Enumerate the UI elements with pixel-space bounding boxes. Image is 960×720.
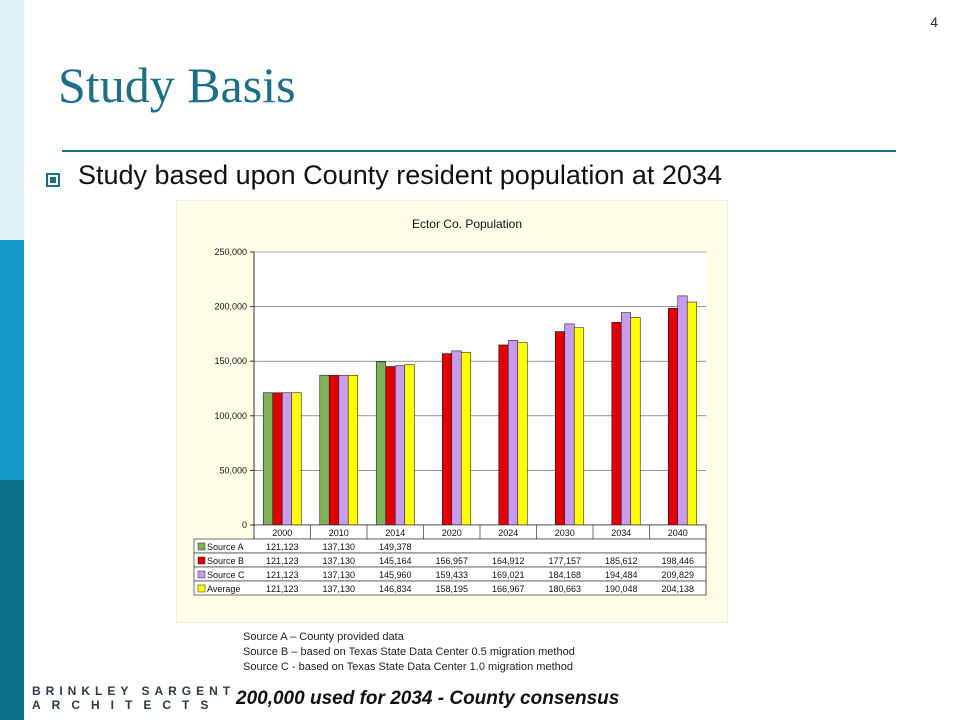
table-value: 137,130 xyxy=(322,556,355,566)
bar-source-c xyxy=(281,392,293,526)
table-value: 190,048 xyxy=(605,584,638,594)
table-value: 194,484 xyxy=(605,570,638,580)
legend-entry: Source A xyxy=(207,542,244,552)
table-value: 209,829 xyxy=(661,570,694,580)
accent-stripe-bottom xyxy=(0,480,24,720)
bar-source-b xyxy=(667,307,679,526)
legend-key xyxy=(197,556,206,565)
bar-average xyxy=(517,342,528,526)
chart-title: Ector Co. Population xyxy=(412,217,522,231)
slide-title: Study Basis xyxy=(58,57,296,113)
bar-source-b xyxy=(554,331,566,526)
accent-stripe-middle xyxy=(0,240,24,480)
bar-source-a xyxy=(262,392,274,526)
table-row xyxy=(193,580,707,596)
table-value: 169,021 xyxy=(492,570,525,580)
source-notes: Source A – County provided data Source B… xyxy=(243,630,575,675)
bar-source-b xyxy=(328,374,340,526)
bar-source-b xyxy=(385,366,396,526)
note-source-a: Source A – County provided data xyxy=(243,631,404,643)
table-value: 159,433 xyxy=(435,570,468,580)
x-tick-label: 2040 xyxy=(668,528,688,538)
bar-average xyxy=(347,374,359,526)
table-value: 180,663 xyxy=(548,584,581,594)
table-value: 177,157 xyxy=(548,556,581,566)
y-tick-label: 50,000 xyxy=(219,465,247,475)
table-value: 137,130 xyxy=(322,570,355,580)
note-source-c: Source C - based on Texas State Data Cen… xyxy=(243,661,573,673)
logo-line-1: BRINKLEY SARGENT xyxy=(32,684,236,698)
table-value: 145,960 xyxy=(379,570,412,580)
bullet-square-icon xyxy=(46,173,60,187)
bar-source-c xyxy=(338,374,349,526)
bullet-text: Study based upon County resident populat… xyxy=(78,160,722,190)
x-tick-label: 2020 xyxy=(442,528,462,538)
bar-source-c xyxy=(677,295,688,526)
note-source-b: Source B – based on Texas State Data Cen… xyxy=(243,646,575,658)
table-value: 121,123 xyxy=(266,556,299,566)
table-value: 137,130 xyxy=(322,584,355,594)
legend-key xyxy=(197,542,206,551)
table-value: 145,164 xyxy=(379,556,412,566)
table-value: 164,912 xyxy=(492,556,525,566)
x-tick-label: 2010 xyxy=(329,528,349,538)
table-value: 166,967 xyxy=(492,584,525,594)
x-tick-label: 2024 xyxy=(498,528,518,538)
bar-source-b xyxy=(441,353,453,526)
table-value: 156,957 xyxy=(435,556,468,566)
bar-source-b xyxy=(611,322,622,526)
table-value: 204,138 xyxy=(661,584,694,594)
legend-entry: Source C xyxy=(207,570,245,580)
legend-key xyxy=(197,570,206,579)
bar-source-c xyxy=(394,365,406,526)
x-tick-label: 2014 xyxy=(385,528,405,538)
table-value: 184,168 xyxy=(548,570,581,580)
logo-line-2: ARCHITECTS xyxy=(32,698,220,712)
y-tick-label: 100,000 xyxy=(214,411,247,421)
bar-source-c xyxy=(507,340,519,526)
accent-stripe-top xyxy=(0,0,24,240)
bar-source-c xyxy=(620,312,632,526)
bar-average xyxy=(404,364,415,526)
bar-average xyxy=(573,327,585,526)
bar-source-a xyxy=(375,361,387,526)
table-value: 185,612 xyxy=(605,556,638,566)
population-chart: Ector Co. Population 0 50,000 100,000 150,00… xyxy=(175,199,729,624)
table-value: 149,378 xyxy=(379,542,412,552)
bar-source-b xyxy=(498,344,509,526)
page-number: 4 xyxy=(930,14,938,30)
chart-svg: Ector Co. Population 0 50,000 100,000 150,00… xyxy=(175,199,729,624)
bar-source-a xyxy=(319,374,330,526)
legend-key xyxy=(197,584,206,593)
bar-source-b xyxy=(272,392,283,526)
table-value: 198,446 xyxy=(661,556,694,566)
title-divider xyxy=(62,150,896,152)
table-value: 121,123 xyxy=(266,570,299,580)
y-tick-label: 250,000 xyxy=(214,247,247,257)
bar-average xyxy=(291,392,302,526)
x-tick-label: 2000 xyxy=(272,528,292,538)
consensus-note: 200,000 used for 2034 - County consensus xyxy=(236,688,620,709)
legend-entry: Average xyxy=(207,584,240,594)
y-tick-label: 0 xyxy=(242,520,247,530)
y-tick-label: 200,000 xyxy=(214,302,247,312)
bar-average xyxy=(460,351,472,526)
table-value: 121,123 xyxy=(266,584,299,594)
company-logo: BRINKLEY SARGENT ARCHITECTS xyxy=(32,684,235,712)
bar-source-c xyxy=(564,323,575,526)
table-value: 137,130 xyxy=(322,542,355,552)
legend-entry: Source B xyxy=(207,556,244,566)
table-value: 146,834 xyxy=(379,584,412,594)
bar-average xyxy=(686,301,698,526)
table-value: 121,123 xyxy=(266,542,299,552)
table-value: 158,195 xyxy=(435,584,468,594)
y-tick-label: 150,000 xyxy=(214,356,247,366)
x-tick-label: 2034 xyxy=(611,528,631,538)
bar-source-c xyxy=(451,350,462,526)
bar-average xyxy=(630,317,641,526)
x-tick-label: 2030 xyxy=(555,528,575,538)
